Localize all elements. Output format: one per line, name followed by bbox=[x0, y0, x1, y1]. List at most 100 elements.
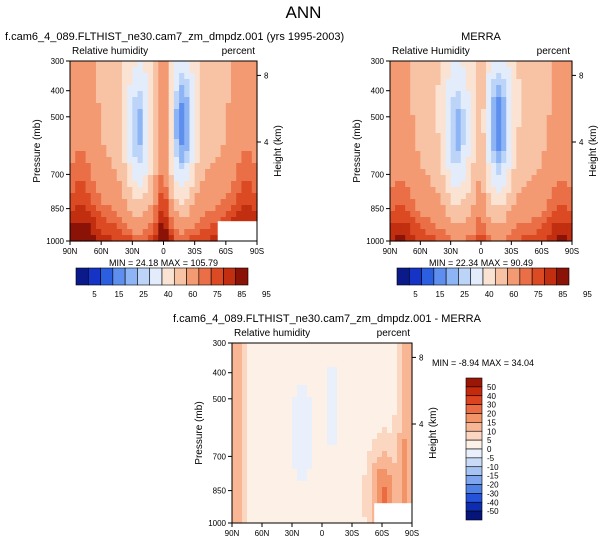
field-cell bbox=[132, 199, 139, 206]
field-cell bbox=[455, 169, 462, 176]
colorbar-swatch bbox=[482, 267, 496, 286]
field-cell bbox=[415, 181, 421, 188]
field-cell bbox=[210, 73, 217, 80]
field-cell bbox=[225, 109, 232, 116]
field-cell bbox=[465, 91, 472, 98]
field-cell bbox=[70, 217, 76, 224]
field-cell bbox=[327, 391, 333, 398]
field-cell bbox=[257, 445, 263, 452]
field-cell bbox=[332, 475, 338, 482]
field-cell bbox=[95, 103, 102, 110]
field-cell bbox=[194, 169, 201, 176]
field-cell bbox=[337, 469, 343, 476]
field-cell bbox=[132, 193, 139, 200]
x-tick-label: 60S bbox=[219, 247, 233, 256]
field-cell bbox=[153, 139, 159, 146]
field-cell bbox=[347, 481, 353, 488]
field-cell bbox=[541, 67, 548, 74]
field-cell bbox=[415, 157, 421, 164]
x-tick-label: 90S bbox=[565, 247, 579, 256]
field-cell bbox=[179, 139, 185, 146]
y-tick-label: 850 bbox=[51, 205, 65, 214]
field-cell bbox=[111, 223, 118, 230]
field-cell bbox=[516, 145, 523, 152]
colorbar-swatch bbox=[465, 386, 483, 397]
field-cell bbox=[231, 127, 237, 134]
field-cell bbox=[430, 217, 437, 224]
field-cell bbox=[111, 169, 118, 176]
field-cell bbox=[158, 175, 165, 182]
field-cell bbox=[536, 169, 543, 176]
field-cell bbox=[282, 505, 288, 512]
colorbar-swatch bbox=[465, 510, 483, 521]
field-cell bbox=[405, 73, 411, 80]
field-cell bbox=[475, 109, 482, 116]
field-cell bbox=[80, 103, 87, 110]
y-tick-label: 700 bbox=[51, 170, 65, 179]
field-cell bbox=[220, 127, 227, 134]
colorbar-label: 95 bbox=[583, 290, 592, 299]
panel-stats: MIN = 24.18 MAX = 105.79 bbox=[109, 258, 218, 268]
field-cell bbox=[372, 391, 378, 398]
field-cell bbox=[400, 223, 406, 230]
field-cell bbox=[415, 169, 421, 176]
field-cell bbox=[127, 175, 133, 182]
field-cell bbox=[390, 235, 396, 242]
field-cell bbox=[95, 199, 102, 206]
field-cell bbox=[465, 175, 472, 182]
field-cell bbox=[536, 61, 543, 68]
field-cell bbox=[179, 151, 185, 158]
field-cell bbox=[101, 181, 107, 188]
field-cell bbox=[302, 397, 308, 404]
field-cell bbox=[347, 409, 353, 416]
field-cell bbox=[566, 127, 573, 134]
field-cell bbox=[536, 97, 543, 104]
field-cell bbox=[232, 451, 238, 458]
field-cell bbox=[322, 511, 328, 518]
field-cell bbox=[337, 517, 343, 524]
field-cell bbox=[410, 223, 416, 230]
field-cell bbox=[377, 463, 383, 470]
field-cell bbox=[246, 145, 253, 152]
field-cell bbox=[390, 79, 396, 86]
field-cell bbox=[337, 445, 343, 452]
field-cell bbox=[407, 493, 413, 500]
field-cell bbox=[526, 145, 533, 152]
field-cell bbox=[372, 373, 378, 380]
field-cell bbox=[241, 85, 248, 92]
field-cell bbox=[405, 211, 411, 218]
field-cell bbox=[90, 223, 97, 230]
field-cell bbox=[75, 175, 81, 182]
field-cell bbox=[395, 121, 401, 128]
field-cell bbox=[367, 463, 373, 470]
y-tick-label: 500 bbox=[51, 113, 65, 122]
field-cell bbox=[435, 73, 442, 80]
field-cell bbox=[189, 145, 196, 152]
field-cell bbox=[173, 199, 180, 206]
field-cell bbox=[455, 187, 462, 194]
field-cell bbox=[80, 121, 87, 128]
field-cell bbox=[251, 133, 258, 140]
field-cell bbox=[481, 73, 487, 80]
field-cell bbox=[367, 409, 373, 416]
field-cell bbox=[287, 397, 293, 404]
field-cell bbox=[184, 151, 191, 158]
field-cell bbox=[80, 139, 87, 146]
field-cell bbox=[132, 109, 139, 116]
field-cell bbox=[147, 193, 154, 200]
field-cell bbox=[521, 151, 528, 158]
field-cell bbox=[127, 169, 133, 176]
field-cell bbox=[367, 367, 373, 374]
field-cell bbox=[410, 109, 416, 116]
field-cell bbox=[106, 67, 113, 74]
field-cell bbox=[272, 463, 278, 470]
field-cell bbox=[127, 91, 133, 98]
colorbar-swatch bbox=[421, 267, 435, 286]
field-cell bbox=[475, 85, 482, 92]
field-cell bbox=[475, 229, 482, 236]
field-cell bbox=[395, 85, 401, 92]
field-cell bbox=[132, 133, 139, 140]
field-cell bbox=[199, 211, 206, 218]
field-cell bbox=[327, 361, 333, 368]
